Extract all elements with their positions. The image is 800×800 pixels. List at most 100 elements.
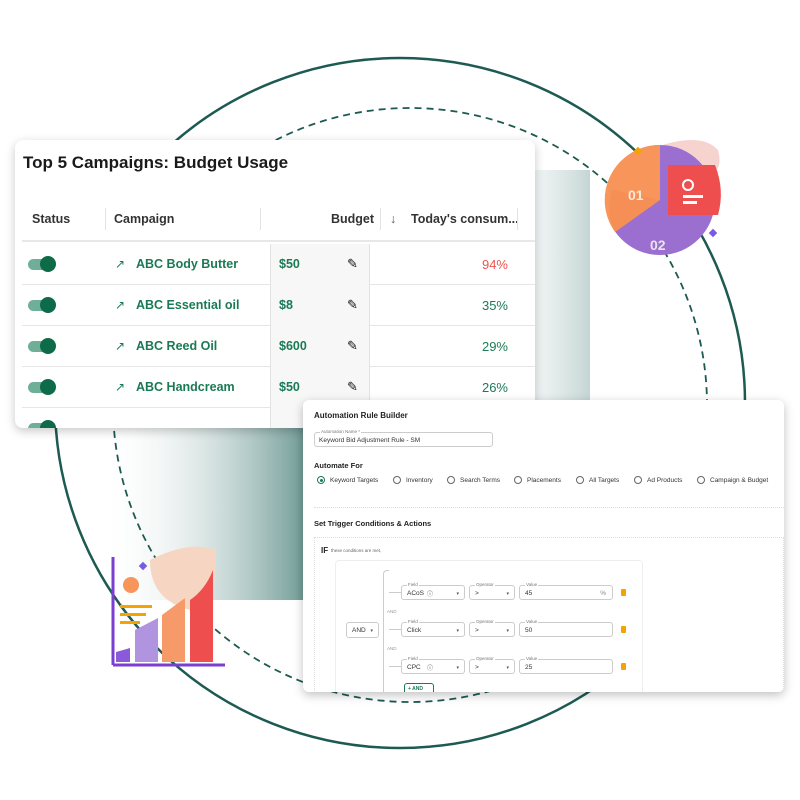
- pencil-icon[interactable]: ✎: [347, 379, 358, 394]
- automation-name-value: Keyword Bid Adjustment Rule - SM: [319, 437, 421, 444]
- budget-value: $50: [279, 380, 300, 394]
- operator-label: Operator: [475, 619, 495, 624]
- field-value: ACoS: [407, 590, 424, 597]
- field-select[interactable]: Field CPC ⓘ ▾: [401, 656, 465, 674]
- external-link-icon[interactable]: ↗: [115, 339, 126, 353]
- operator-value: >: [475, 627, 479, 634]
- column-campaign[interactable]: Campaign: [114, 212, 175, 226]
- operator-select[interactable]: Operator > ▾: [469, 582, 515, 600]
- card-title: Top 5 Campaigns: Budget Usage: [23, 153, 289, 172]
- field-value: Click: [407, 627, 422, 634]
- column-todays-consumption[interactable]: Today's consum...: [411, 212, 519, 226]
- campaigns-budget-card: Top 5 Campaigns: Budget Usage Status Cam…: [15, 140, 535, 428]
- campaign-name-link[interactable]: ABC Handcream: [136, 380, 235, 394]
- field-label: Field: [407, 656, 419, 661]
- table-header: Status Campaign Budget ↓ Today's consum.…: [22, 202, 535, 242]
- consumption-value: 94%: [481, 257, 508, 272]
- value-input[interactable]: Value 45%: [519, 582, 613, 600]
- consumption-value: 29%: [481, 339, 508, 354]
- column-budget[interactable]: Budget: [331, 212, 375, 226]
- trash-icon[interactable]: [621, 589, 626, 596]
- field-select[interactable]: Field Click ▾: [401, 619, 465, 637]
- automation-name-input[interactable]: Automation Name * Keyword Bid Adjustment…: [314, 429, 493, 447]
- value-label: Value: [525, 619, 539, 624]
- consumption-value: 26%: [481, 380, 508, 395]
- field-label: Field: [407, 619, 419, 624]
- field-label: Field: [407, 582, 419, 587]
- option-label: Search Terms: [460, 477, 500, 484]
- operator-select[interactable]: Operator > ▾: [469, 656, 515, 674]
- trash-icon[interactable]: [621, 663, 626, 670]
- unit-suffix: %: [600, 590, 606, 597]
- pie-label: 01: [628, 187, 644, 203]
- if-subtitle: these conditions are met,: [331, 548, 382, 553]
- automation-rule-builder-card: Automation Rule Builder Automation Name …: [303, 400, 784, 692]
- add-and-label: + AND: [408, 686, 423, 692]
- radio-option[interactable]: [393, 476, 401, 484]
- arrow-down-icon[interactable]: ↓: [390, 212, 397, 226]
- option-label: All Targets: [589, 477, 620, 484]
- if-label: IF: [321, 546, 329, 555]
- info-icon[interactable]: ⓘ: [427, 592, 434, 598]
- and-joiner: AND: [387, 646, 397, 651]
- radio-option[interactable]: [634, 476, 642, 484]
- external-link-icon[interactable]: ↗: [115, 380, 126, 394]
- budget-value: $50: [279, 257, 300, 271]
- radio-option[interactable]: [697, 476, 705, 484]
- radio-option[interactable]: [514, 476, 522, 484]
- option-label: Keyword Targets: [330, 477, 379, 484]
- budget-cell: $8 ✎: [270, 285, 370, 326]
- and-joiner: AND: [387, 609, 397, 614]
- field-select[interactable]: Field ACoS ⓘ ▾: [401, 582, 465, 600]
- operator-value: >: [475, 664, 479, 671]
- chevron-down-icon: ▾: [506, 628, 509, 634]
- chevron-down-icon: ▾: [456, 591, 459, 597]
- operator-value: >: [475, 590, 479, 597]
- add-and-button[interactable]: + AND: [404, 683, 434, 692]
- status-toggle[interactable]: [28, 338, 56, 354]
- chevron-down-icon: ▾: [370, 628, 373, 634]
- automation-name-label: Automation Name *: [320, 429, 362, 434]
- value-text: 50: [525, 627, 533, 634]
- external-link-icon[interactable]: ↗: [115, 298, 126, 312]
- pencil-icon[interactable]: ✎: [347, 338, 358, 353]
- status-toggle[interactable]: [28, 379, 56, 395]
- chevron-down-icon: ▾: [506, 591, 509, 597]
- table-row: ↗ ABC Reed Oil $600 ✎ 29%: [22, 326, 535, 367]
- status-toggle[interactable]: [28, 297, 56, 313]
- option-label: Ad Products: [647, 477, 683, 484]
- field-value: CPC: [407, 664, 421, 671]
- rule-builder-title: Automation Rule Builder: [314, 411, 408, 420]
- value-text: 25: [525, 664, 533, 671]
- pencil-icon[interactable]: ✎: [347, 297, 358, 312]
- option-label: Inventory: [406, 477, 433, 484]
- operator-label: Operator: [475, 656, 495, 661]
- option-label: Campaign & Budget: [710, 477, 769, 484]
- campaign-name-link[interactable]: ABC Essential oil: [136, 298, 240, 312]
- chevron-down-icon: ▾: [506, 665, 509, 671]
- budget-cell: $600 ✎: [270, 326, 370, 367]
- radio-option[interactable]: [576, 476, 584, 484]
- group-operator-select[interactable]: AND ▾: [346, 622, 379, 638]
- value-text: 45: [525, 590, 533, 597]
- value-input[interactable]: Value 50: [519, 619, 613, 637]
- info-icon[interactable]: ⓘ: [427, 666, 434, 672]
- status-toggle[interactable]: [28, 420, 56, 428]
- chevron-down-icon: ▾: [456, 665, 459, 671]
- pencil-icon[interactable]: ✎: [347, 256, 358, 271]
- external-link-icon[interactable]: ↗: [115, 257, 126, 271]
- radio-option[interactable]: [317, 476, 325, 484]
- option-label: Placements: [527, 477, 561, 484]
- consumption-value: 35%: [481, 298, 508, 313]
- radio-option[interactable]: [447, 476, 455, 484]
- value-input[interactable]: Value 25: [519, 656, 613, 674]
- campaign-name-link[interactable]: ABC Reed Oil: [136, 339, 218, 353]
- column-status[interactable]: Status: [32, 212, 71, 226]
- value-label: Value: [525, 582, 539, 587]
- operator-select[interactable]: Operator > ▾: [469, 619, 515, 637]
- trash-icon[interactable]: [621, 626, 626, 633]
- campaign-name-link[interactable]: ABC Body Butter: [136, 257, 239, 271]
- operator-label: Operator: [475, 582, 495, 587]
- status-toggle[interactable]: [28, 256, 56, 272]
